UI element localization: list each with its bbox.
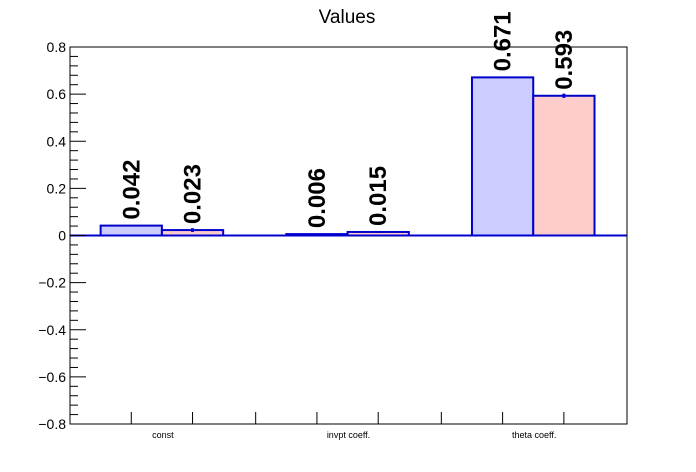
y-tick-label: −0.2 (38, 275, 66, 291)
bar (99, 224, 163, 237)
chart-title: Values (319, 7, 376, 28)
data-label: 0.593 (551, 30, 578, 90)
x-tick-label: invpt coeff. (327, 430, 370, 440)
data-label: 0.671 (490, 11, 517, 71)
y-tick-label: 0.2 (47, 180, 67, 196)
y-tick-label: 0.8 (47, 39, 67, 55)
data-label: 0.042 (118, 160, 145, 220)
bar (532, 94, 596, 237)
bar (470, 76, 535, 237)
data-label: 0.006 (304, 168, 331, 228)
y-tick-label: −0.8 (38, 416, 66, 432)
x-tick-label: theta coeff. (512, 430, 556, 440)
data-label: 0.023 (180, 164, 207, 224)
data-label: 0.015 (365, 166, 392, 226)
x-tick-label: const (152, 430, 174, 440)
y-tick-label: −0.6 (38, 369, 66, 385)
y-tick-label: 0.4 (47, 133, 67, 149)
y-tick-label: 0.6 (47, 86, 67, 102)
y-tick-label: 0 (58, 228, 66, 244)
y-tick-label: −0.4 (38, 322, 66, 338)
